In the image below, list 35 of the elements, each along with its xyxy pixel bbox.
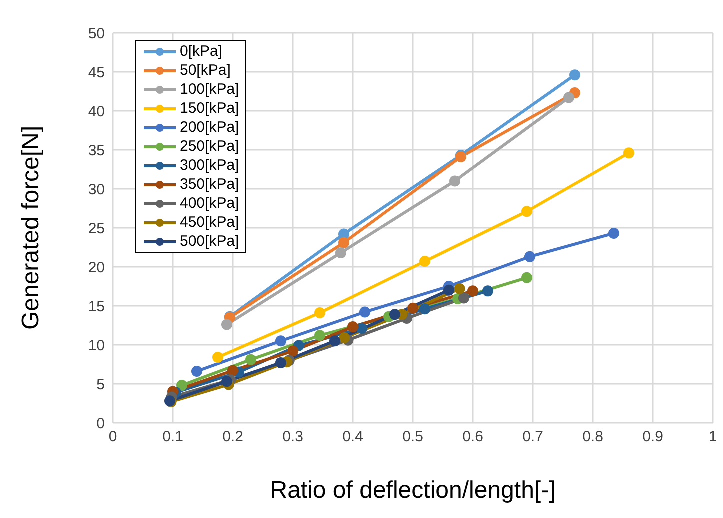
y-tick-label: 40 (88, 103, 105, 120)
x-tick-label: 0.7 (522, 428, 544, 446)
x-tick-label: 0.3 (282, 428, 304, 446)
y-tick-label: 35 (88, 142, 105, 160)
x-tick-label: 0.9 (642, 428, 664, 446)
legend-label: 200[kPa] (180, 118, 240, 137)
y-tick-label: 25 (88, 220, 105, 238)
x-tick-label: 0.5 (402, 428, 424, 446)
y-axis-title: Generated force[N] (18, 126, 45, 330)
legend-label: 0[kPa] (180, 42, 223, 61)
x-tick-label: 1 (708, 428, 718, 446)
y-tick-label: 0 (96, 415, 105, 432)
x-tick-label: 0.4 (342, 428, 364, 446)
legend-label: 350[kPa] (180, 175, 240, 194)
legend-label: 300[kPa] (180, 156, 240, 175)
x-tick-label: 0.8 (582, 428, 604, 446)
x-axis-title: Ratio of deflection/length[-] (270, 477, 556, 504)
legend-label: 450[kPa] (180, 213, 240, 232)
x-tick-label: 0.1 (162, 428, 184, 446)
x-tick-label: 0 (108, 428, 118, 446)
legend-label: 500[kPa] (180, 232, 240, 251)
y-tick-label: 50 (88, 25, 105, 42)
y-tick-label: 5 (96, 376, 105, 394)
y-tick-label: 20 (88, 259, 105, 276)
y-tick-label: 45 (88, 64, 105, 82)
y-tick-label: 30 (88, 181, 105, 198)
legend-label: 400[kPa] (180, 194, 240, 213)
x-tick-label: 0.6 (462, 428, 484, 446)
y-tick-label: 10 (88, 337, 105, 354)
legend-label: 250[kPa] (180, 137, 240, 156)
legend-label: 50[kPa] (180, 61, 231, 80)
legend-label: 100[kPa] (180, 80, 240, 99)
x-tick-label: 0.2 (222, 428, 244, 446)
legend-label: 150[kPa] (180, 99, 240, 118)
y-tick-label: 15 (88, 298, 105, 316)
